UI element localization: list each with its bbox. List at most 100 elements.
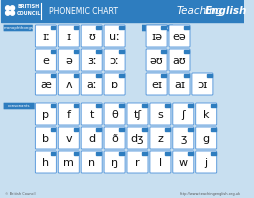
Text: b: b xyxy=(42,133,49,144)
Text: n: n xyxy=(88,157,95,168)
Bar xyxy=(73,104,78,107)
Bar xyxy=(161,74,165,77)
FancyBboxPatch shape xyxy=(104,25,125,47)
Bar xyxy=(187,152,192,155)
Text: w: w xyxy=(178,157,187,168)
Text: http://www.teachingenglish.org.uk: http://www.teachingenglish.org.uk xyxy=(179,192,240,196)
FancyBboxPatch shape xyxy=(191,73,212,95)
FancyBboxPatch shape xyxy=(141,25,172,31)
Text: aʊ: aʊ xyxy=(172,55,186,66)
FancyBboxPatch shape xyxy=(81,103,102,125)
Bar xyxy=(96,50,101,53)
Bar xyxy=(161,50,165,53)
Circle shape xyxy=(6,6,10,10)
FancyBboxPatch shape xyxy=(58,127,79,149)
Bar xyxy=(73,152,78,155)
Bar xyxy=(142,152,147,155)
FancyBboxPatch shape xyxy=(195,127,216,149)
Text: Teaching: Teaching xyxy=(176,6,222,16)
Bar xyxy=(51,128,55,131)
Text: monophthongs: monophthongs xyxy=(3,26,33,30)
Bar xyxy=(119,104,124,107)
Text: tʃ: tʃ xyxy=(133,109,141,120)
Bar xyxy=(165,128,169,131)
Bar xyxy=(73,74,78,77)
Text: j: j xyxy=(204,157,207,168)
Text: g: g xyxy=(202,133,209,144)
Bar xyxy=(73,50,78,53)
Bar xyxy=(210,152,215,155)
Bar xyxy=(184,74,188,77)
Text: ɪ: ɪ xyxy=(66,31,71,42)
Bar xyxy=(142,128,147,131)
FancyBboxPatch shape xyxy=(104,127,125,149)
FancyBboxPatch shape xyxy=(146,73,166,95)
FancyBboxPatch shape xyxy=(172,127,193,149)
FancyBboxPatch shape xyxy=(168,73,189,95)
Text: əʊ: əʊ xyxy=(149,55,163,66)
Text: dʒ: dʒ xyxy=(130,133,144,144)
FancyBboxPatch shape xyxy=(58,151,79,173)
Bar xyxy=(184,50,188,53)
Text: e: e xyxy=(42,55,49,66)
Bar xyxy=(51,104,55,107)
FancyBboxPatch shape xyxy=(126,127,147,149)
Text: æ: æ xyxy=(40,80,51,89)
Bar xyxy=(51,74,55,77)
Text: d: d xyxy=(88,133,95,144)
FancyBboxPatch shape xyxy=(81,127,102,149)
Bar xyxy=(96,74,101,77)
Circle shape xyxy=(10,6,14,10)
Text: English: English xyxy=(204,6,247,16)
Text: diphthongs: diphthongs xyxy=(146,26,168,30)
Text: uː: uː xyxy=(109,31,120,42)
Text: ɔɪ: ɔɪ xyxy=(196,80,207,89)
Bar xyxy=(96,152,101,155)
Text: v: v xyxy=(65,133,72,144)
FancyBboxPatch shape xyxy=(195,151,216,173)
Text: h: h xyxy=(42,157,49,168)
Bar xyxy=(1,0,243,22)
Bar xyxy=(187,128,192,131)
Text: eə: eə xyxy=(172,31,186,42)
Text: p: p xyxy=(42,109,49,120)
Text: ʌ: ʌ xyxy=(65,80,72,89)
Text: ʊ: ʊ xyxy=(88,31,95,42)
FancyBboxPatch shape xyxy=(126,103,147,125)
FancyBboxPatch shape xyxy=(168,49,189,71)
FancyBboxPatch shape xyxy=(126,151,147,173)
FancyBboxPatch shape xyxy=(81,73,102,95)
FancyBboxPatch shape xyxy=(146,25,166,47)
Bar xyxy=(51,26,55,29)
Text: PHONEMIC CHART: PHONEMIC CHART xyxy=(49,7,117,15)
Text: eɪ: eɪ xyxy=(150,80,162,89)
FancyBboxPatch shape xyxy=(104,151,125,173)
FancyBboxPatch shape xyxy=(168,25,189,47)
FancyBboxPatch shape xyxy=(35,127,56,149)
FancyBboxPatch shape xyxy=(146,49,166,71)
FancyBboxPatch shape xyxy=(35,49,56,71)
Text: t: t xyxy=(89,109,93,120)
Bar xyxy=(96,104,101,107)
FancyBboxPatch shape xyxy=(58,25,79,47)
Bar xyxy=(206,74,211,77)
FancyBboxPatch shape xyxy=(58,49,79,71)
Text: © British Council: © British Council xyxy=(5,192,35,196)
Circle shape xyxy=(10,11,14,15)
Bar xyxy=(119,128,124,131)
Text: ð: ð xyxy=(111,133,118,144)
Text: k: k xyxy=(202,109,209,120)
FancyBboxPatch shape xyxy=(195,103,216,125)
Text: ɪː: ɪː xyxy=(42,31,50,42)
Text: ɪə: ɪə xyxy=(150,31,162,42)
Bar xyxy=(165,152,169,155)
Bar xyxy=(165,104,169,107)
Text: aɪ: aɪ xyxy=(173,80,184,89)
Circle shape xyxy=(6,11,10,15)
FancyBboxPatch shape xyxy=(81,25,102,47)
FancyBboxPatch shape xyxy=(58,73,79,95)
FancyBboxPatch shape xyxy=(81,49,102,71)
Bar xyxy=(161,26,165,29)
FancyBboxPatch shape xyxy=(4,103,35,109)
FancyBboxPatch shape xyxy=(149,127,170,149)
